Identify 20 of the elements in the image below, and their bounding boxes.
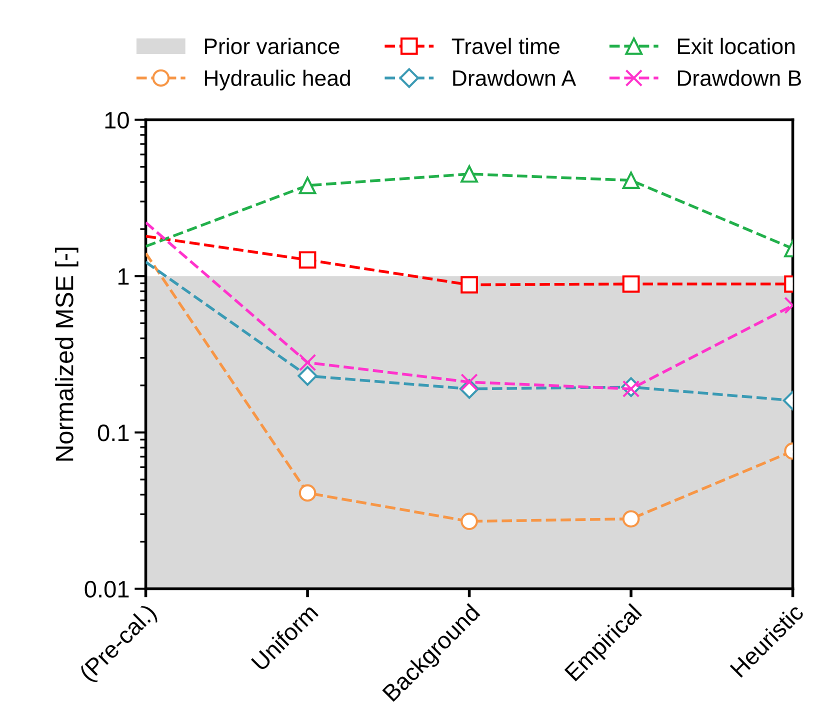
y-tick-label: 1 [118, 268, 129, 285]
point [460, 373, 478, 391]
point [460, 512, 478, 530]
point [298, 366, 318, 386]
y-tick-label: 10 [105, 112, 129, 129]
legend-label: Travel time [452, 38, 560, 54]
y-axis-title: Normalized MSE [-] [55, 248, 78, 461]
point [298, 354, 316, 372]
legend-label: Hydraulic head [204, 70, 350, 90]
point [298, 251, 316, 269]
point [460, 276, 478, 294]
point [298, 176, 316, 194]
point [298, 484, 316, 502]
point [460, 165, 478, 183]
legend-label: Drawdown B [678, 70, 801, 86]
legend-label: Exit location [678, 38, 794, 54]
y-tick-label: 0.1 [98, 424, 129, 442]
legend-label: Prior variance [204, 38, 340, 54]
legend-label: Drawdown A [453, 70, 576, 86]
y-tick-label: 0.01 [84, 580, 129, 598]
